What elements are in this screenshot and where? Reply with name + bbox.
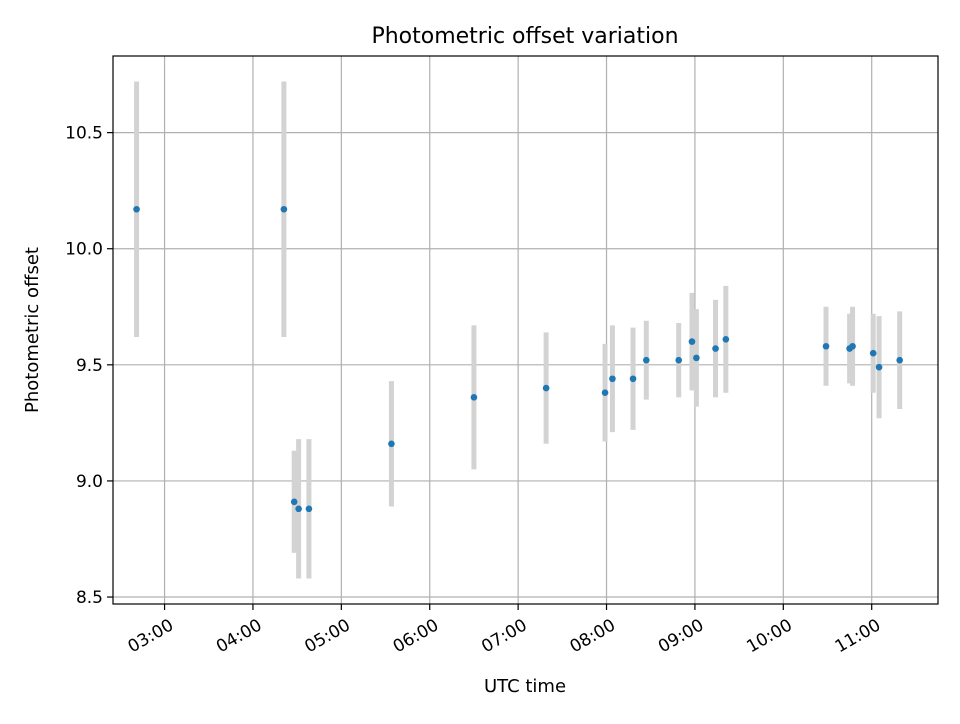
data-point: [470, 394, 478, 401]
data-point: [849, 342, 856, 350]
plot-frame: [112, 55, 939, 605]
data-point: [629, 375, 637, 383]
data-point: [688, 338, 696, 345]
data-point: [290, 498, 298, 506]
y-tick-label: 9.5: [76, 356, 103, 376]
data-point: [609, 375, 616, 383]
data-point: [869, 349, 877, 357]
y-axis-ticks: 8.5 9.0 9.5 10.0 10.5: [65, 124, 113, 608]
data-point: [280, 205, 288, 213]
data-point: [675, 356, 683, 364]
y-tick-label: 10.5: [65, 124, 103, 144]
y-tick-label: 10.0: [65, 240, 103, 260]
data-point: [822, 342, 830, 350]
data-point: [388, 440, 395, 448]
x-axis-label: UTC time: [484, 676, 566, 697]
y-tick-label: 9.0: [76, 472, 103, 492]
data-point: [601, 389, 609, 396]
y-axis-label: Photometric offset: [22, 247, 43, 413]
y-tick-label: 8.5: [76, 588, 103, 608]
data-point: [133, 205, 140, 213]
data-point: [305, 505, 313, 513]
data-points: [133, 205, 903, 513]
data-point: [722, 335, 730, 343]
data-point: [896, 356, 903, 364]
data-point: [542, 384, 550, 392]
data-point: [712, 345, 719, 352]
data-point: [295, 505, 302, 513]
data-point: [693, 354, 700, 362]
chart-title: Photometric offset variation: [371, 24, 678, 49]
grid-lines: [113, 56, 938, 604]
data-point: [875, 363, 883, 371]
data-point: [643, 356, 650, 364]
